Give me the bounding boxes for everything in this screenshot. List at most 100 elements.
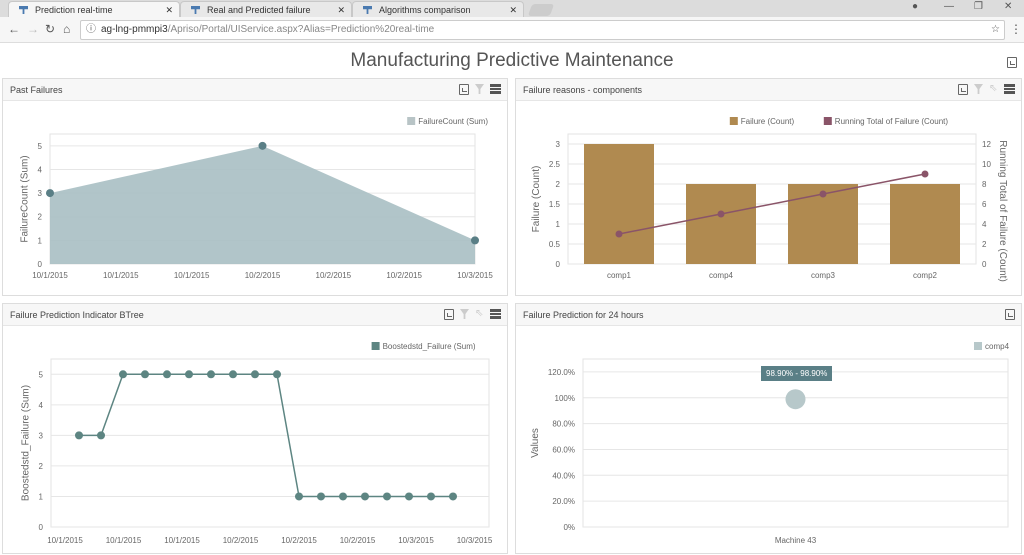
legend-label: Failure (Count)	[741, 117, 795, 126]
y-tick-label: 40.0%	[552, 471, 575, 480]
y-tick-label: 3	[39, 431, 44, 440]
table-view-icon[interactable]	[490, 309, 501, 319]
export-icon[interactable]	[958, 84, 968, 95]
data-point	[258, 141, 267, 150]
y-tick-label: 0	[38, 260, 43, 269]
close-window-icon[interactable]: ✕	[1004, 1, 1013, 12]
y-tick-label: 1	[39, 492, 44, 501]
y-tick-label: 20.0%	[552, 497, 575, 506]
x-tick-label: 10/1/2015	[106, 536, 142, 545]
profile-icon[interactable]: ●	[912, 1, 919, 12]
reload-icon[interactable]: ↻	[45, 22, 56, 36]
x-tick-label: comp1	[607, 271, 632, 280]
browser-tab-bar: Prediction real-time ✕ Real and Predicted…	[0, 0, 1024, 17]
data-point	[819, 190, 827, 198]
filter-icon[interactable]	[475, 84, 484, 94]
bar	[584, 144, 654, 264]
plot-area	[582, 358, 1009, 528]
x-tick-label: 10/3/2015	[398, 536, 434, 545]
legend-swatch	[729, 117, 738, 125]
legend-label: Boostedstd_Failure (Sum)	[383, 342, 476, 351]
data-point	[119, 370, 127, 379]
url-input[interactable]: ⓘ ag-lng-pmmpi3/Apriso/Portal/UIService.a…	[80, 20, 1005, 40]
y2-axis-title: Running Total of Failure (Count)	[997, 140, 1008, 282]
y-tick-label: 0.5	[549, 240, 561, 249]
filter-icon[interactable]	[460, 309, 469, 319]
y2-tick-label: 0	[982, 260, 987, 269]
panel-title: Past Failures	[10, 85, 63, 95]
btree-chart: 0 1 2 3 4 5 Boostedstd_Failure (Sum) 10/1/2015 1…	[21, 342, 493, 545]
y2-tick-label: 12	[982, 140, 991, 149]
close-tab-icon[interactable]: ✕	[337, 5, 345, 15]
info-icon: ⓘ	[86, 24, 96, 35]
x-tick-label: 10/3/2015	[457, 536, 493, 545]
y-tick-label: 3	[556, 140, 561, 149]
data-point	[46, 189, 54, 198]
x-tick-label: 10/2/2015	[386, 271, 422, 280]
y2-tick-label: 2	[982, 240, 987, 249]
export-icon[interactable]	[459, 84, 469, 95]
export-icon[interactable]	[444, 309, 454, 320]
legend-label: FailureCount (Sum)	[418, 117, 488, 126]
y-tick-label: 0	[556, 260, 561, 269]
y-tick-label: 60.0%	[552, 445, 575, 454]
failure-reasons-chart: 0 0.5 1 1.5 2 2.5 3 Failure (Count) 0 2 4 6 8 10 12 Run…	[531, 117, 1008, 282]
drill-up-icon[interactable]: ⇖	[475, 308, 484, 319]
y-axis-title: Failure (Count)	[531, 166, 542, 233]
data-point	[273, 370, 281, 379]
maximize-icon[interactable]: ❐	[974, 1, 983, 12]
x-tick-label: 10/2/2015	[223, 536, 259, 545]
y-tick-label: 2.5	[549, 160, 561, 169]
y2-tick-label: 10	[982, 160, 991, 169]
drill-up-icon[interactable]: ⇖	[989, 83, 998, 94]
table-view-icon[interactable]	[1004, 84, 1015, 94]
y2-tick-label: 6	[982, 200, 987, 209]
panel-title: Failure Prediction for 24 hours	[523, 310, 644, 320]
bar	[890, 184, 960, 264]
table-view-icon[interactable]	[490, 84, 501, 94]
tab-prediction-real-time[interactable]: Prediction real-time ✕	[8, 1, 180, 17]
bubble-point	[785, 389, 806, 410]
bookmark-star-icon[interactable]: ☆	[991, 24, 1000, 35]
x-tick-label: 10/3/2015	[457, 271, 493, 280]
data-point	[383, 492, 391, 501]
y-tick-label: 120.0%	[548, 368, 575, 377]
y-axis-title: Boostedstd_Failure (Sum)	[21, 385, 32, 501]
menu-icon[interactable]: ⋮	[1010, 22, 1022, 36]
x-tick-label: 10/1/2015	[32, 271, 68, 280]
running-total-line	[618, 173, 926, 235]
x-tick-label: 10/1/2015	[164, 536, 200, 545]
data-point	[317, 492, 325, 501]
y2-tick-label: 4	[982, 220, 987, 229]
export-icon[interactable]	[1005, 309, 1015, 320]
close-tab-icon[interactable]: ✕	[509, 5, 517, 15]
panel-failure-reasons: Failure reasons - components ⇖ 0 0.5 1 1.5 2…	[515, 78, 1022, 296]
app-favicon-icon	[191, 6, 200, 14]
bar	[686, 184, 756, 264]
tab-algorithms-comparison[interactable]: Algorithms comparison ✕	[352, 1, 524, 17]
forward-icon[interactable]: →	[27, 22, 39, 36]
data-point	[251, 370, 259, 379]
chart-tooltip: 98.90% - 98.90%	[761, 366, 833, 381]
close-tab-icon[interactable]: ✕	[165, 5, 173, 15]
panel-title: Failure Prediction Indicator BTree	[10, 310, 144, 320]
data-point	[427, 492, 435, 501]
export-icon[interactable]	[1007, 57, 1017, 68]
data-point	[471, 236, 479, 245]
minimize-icon[interactable]: —	[944, 1, 954, 12]
data-point	[361, 492, 369, 501]
home-icon[interactable]: ⌂	[63, 22, 71, 36]
back-icon[interactable]: ←	[8, 22, 20, 36]
data-point	[921, 170, 929, 178]
filter-icon[interactable]	[974, 84, 983, 94]
tab-real-and-predicted[interactable]: Real and Predicted failure ✕	[180, 1, 352, 17]
data-point	[141, 370, 149, 379]
plot-area	[50, 358, 490, 528]
data-point	[185, 370, 193, 379]
x-tick-label: Machine 43	[775, 536, 817, 545]
y-tick-label: 3	[38, 189, 43, 198]
x-tick-label: 10/2/2015	[245, 271, 281, 280]
legend-swatch	[407, 117, 416, 125]
new-tab-button[interactable]	[527, 4, 555, 16]
y2-tick-label: 8	[982, 180, 987, 189]
